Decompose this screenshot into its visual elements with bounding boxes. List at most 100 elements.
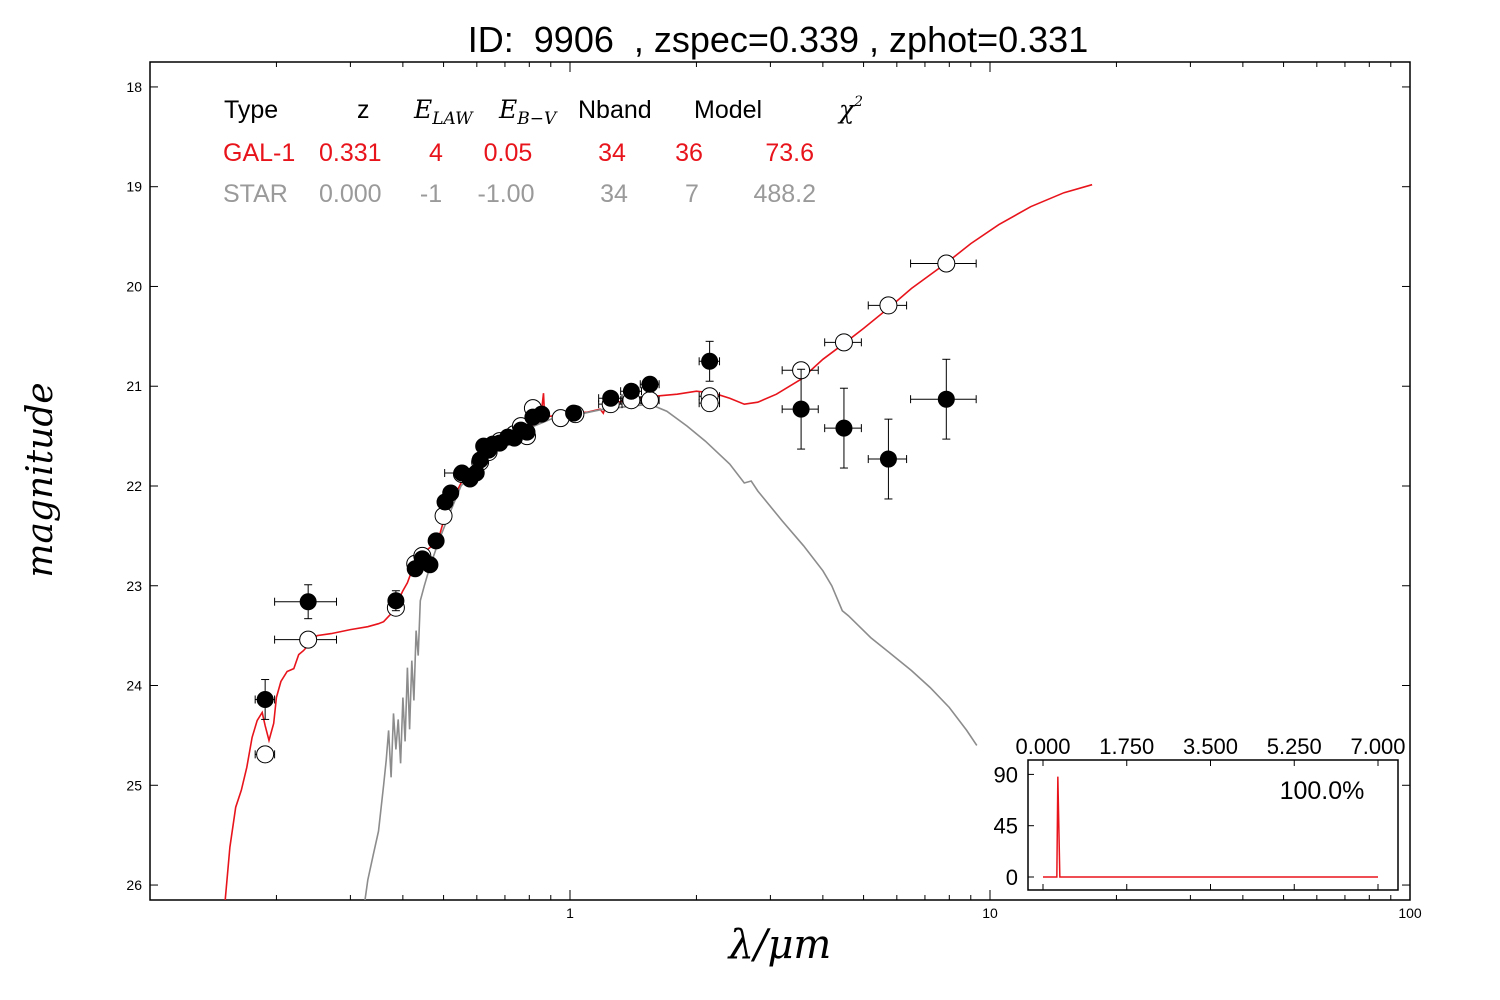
model-point bbox=[254, 745, 276, 764]
obs-marker bbox=[565, 404, 583, 422]
model-curves bbox=[224, 183, 1093, 900]
fit-table: Type z ELAW EB−V Nband Model χ2 GAL-1 0.… bbox=[223, 94, 863, 208]
gal-elaw: 4 bbox=[429, 139, 443, 167]
inset-y-tick-label: 0 bbox=[1006, 865, 1018, 890]
obs-marker bbox=[879, 450, 897, 468]
model-point bbox=[867, 296, 908, 315]
observed-point bbox=[565, 404, 583, 422]
obs-marker bbox=[299, 593, 317, 611]
obs-marker bbox=[641, 375, 659, 393]
star-nband: 34 bbox=[600, 180, 628, 208]
observed-point bbox=[910, 358, 977, 440]
header-type: Type bbox=[224, 96, 278, 124]
x-tick-label: 100 bbox=[1398, 905, 1422, 921]
x-tick-label: 10 bbox=[982, 905, 998, 921]
star-type: STAR bbox=[223, 180, 288, 208]
model-marker bbox=[937, 254, 956, 273]
model-flux-points bbox=[254, 254, 977, 764]
inset-y-tick-label: 45 bbox=[994, 814, 1018, 839]
chart-title: ID: 9906 , zspec=0.339 , zphot=0.331 bbox=[468, 19, 1088, 60]
obs-marker bbox=[533, 405, 551, 423]
model-marker bbox=[299, 630, 318, 649]
obs-marker bbox=[602, 389, 620, 407]
gal-ebv: 0.05 bbox=[484, 139, 533, 167]
x-tick-label: 1 bbox=[566, 905, 574, 921]
star-z: 0.000 bbox=[319, 180, 382, 208]
model-point bbox=[781, 361, 819, 380]
gal-model: 36 bbox=[675, 139, 703, 167]
gal-z: 0.331 bbox=[319, 139, 382, 167]
observed-point bbox=[442, 484, 460, 502]
star-elaw: -1 bbox=[420, 180, 442, 208]
table-row-star: STAR 0.000 -1 -1.00 34 7 488.2 bbox=[223, 180, 816, 208]
model-marker bbox=[700, 394, 719, 413]
inset-background bbox=[1027, 759, 1399, 891]
observed-point bbox=[387, 590, 405, 612]
inset-pdz-curve bbox=[1043, 776, 1378, 878]
model-marker bbox=[834, 333, 853, 352]
star-ebv: -1.00 bbox=[478, 180, 535, 208]
obs-marker bbox=[701, 352, 719, 370]
gal-chi2: 73.6 bbox=[765, 139, 814, 167]
y-tick-label: 19 bbox=[126, 179, 142, 195]
observed-point bbox=[598, 389, 623, 407]
observed-point bbox=[533, 405, 551, 423]
inset-y-ticks: 90 45 0 bbox=[994, 762, 1034, 890]
table-row-galaxy: GAL-1 0.331 4 0.05 34 36 73.6 bbox=[223, 139, 814, 167]
y-axis-ticks: 18 19 20 21 22 23 24 25 26 bbox=[126, 79, 1410, 893]
inset-pdz: 0.000 1.750 3.500 5.250 7.000 90 45 0 100.0% bbox=[994, 734, 1406, 891]
model-point bbox=[910, 254, 977, 273]
header-elaw: ELAW bbox=[413, 95, 474, 129]
obs-marker bbox=[622, 382, 640, 400]
inset-y-tick-label: 90 bbox=[994, 762, 1018, 787]
inset-percent-label: 100.0% bbox=[1280, 777, 1365, 805]
obs-marker bbox=[937, 390, 955, 408]
model-point bbox=[824, 333, 862, 352]
obs-marker bbox=[518, 423, 536, 441]
header-z: z bbox=[357, 96, 370, 124]
model-marker bbox=[879, 296, 898, 315]
obs-marker bbox=[442, 484, 460, 502]
obs-marker bbox=[427, 532, 445, 550]
inset-x-ticks: 0.000 1.750 3.500 5.250 7.000 bbox=[1015, 734, 1406, 890]
observed-point bbox=[698, 340, 721, 382]
y-tick-label: 25 bbox=[126, 777, 142, 793]
x-axis-label: λ/μm bbox=[727, 922, 832, 968]
model-point bbox=[639, 391, 660, 410]
model-point bbox=[274, 630, 337, 649]
header-ebv: EB−V bbox=[498, 95, 558, 129]
observed-flux-points bbox=[254, 340, 977, 720]
obs-marker bbox=[256, 690, 274, 708]
y-axis-label: magnitude bbox=[20, 382, 61, 577]
inset-x-tick-label: 1.750 bbox=[1099, 734, 1154, 759]
gal-type: GAL-1 bbox=[223, 139, 295, 167]
y-tick-label: 18 bbox=[126, 79, 142, 95]
star-chi2: 488.2 bbox=[753, 180, 816, 208]
y-tick-label: 23 bbox=[126, 578, 142, 594]
observed-point bbox=[781, 368, 819, 450]
header-nband: Nband bbox=[578, 96, 652, 124]
inset-x-tick-label: 0.000 bbox=[1015, 734, 1070, 759]
y-tick-label: 26 bbox=[126, 877, 142, 893]
observed-point bbox=[421, 556, 439, 574]
galaxy-template-curve bbox=[224, 183, 1093, 900]
model-marker bbox=[640, 391, 659, 410]
inset-x-tick-label: 7.000 bbox=[1350, 734, 1405, 759]
header-model: Model bbox=[694, 96, 762, 124]
inset-x-tick-label: 3.500 bbox=[1183, 734, 1238, 759]
observed-point bbox=[639, 375, 660, 393]
observed-point bbox=[274, 584, 337, 620]
y-tick-label: 22 bbox=[126, 478, 142, 494]
obs-marker bbox=[387, 592, 405, 610]
table-header: Type z ELAW EB−V Nband Model χ2 bbox=[224, 94, 863, 129]
model-marker bbox=[256, 745, 275, 764]
header-chi2: χ2 bbox=[837, 94, 863, 124]
x-axis-ticks: 1 10 100 bbox=[275, 62, 1422, 921]
observed-point bbox=[824, 387, 862, 469]
obs-marker bbox=[792, 400, 810, 418]
y-tick-label: 24 bbox=[126, 678, 142, 694]
inset-x-tick-label: 5.250 bbox=[1267, 734, 1322, 759]
star-model: 7 bbox=[685, 180, 699, 208]
model-point bbox=[698, 394, 721, 413]
plot-area bbox=[149, 61, 1411, 901]
